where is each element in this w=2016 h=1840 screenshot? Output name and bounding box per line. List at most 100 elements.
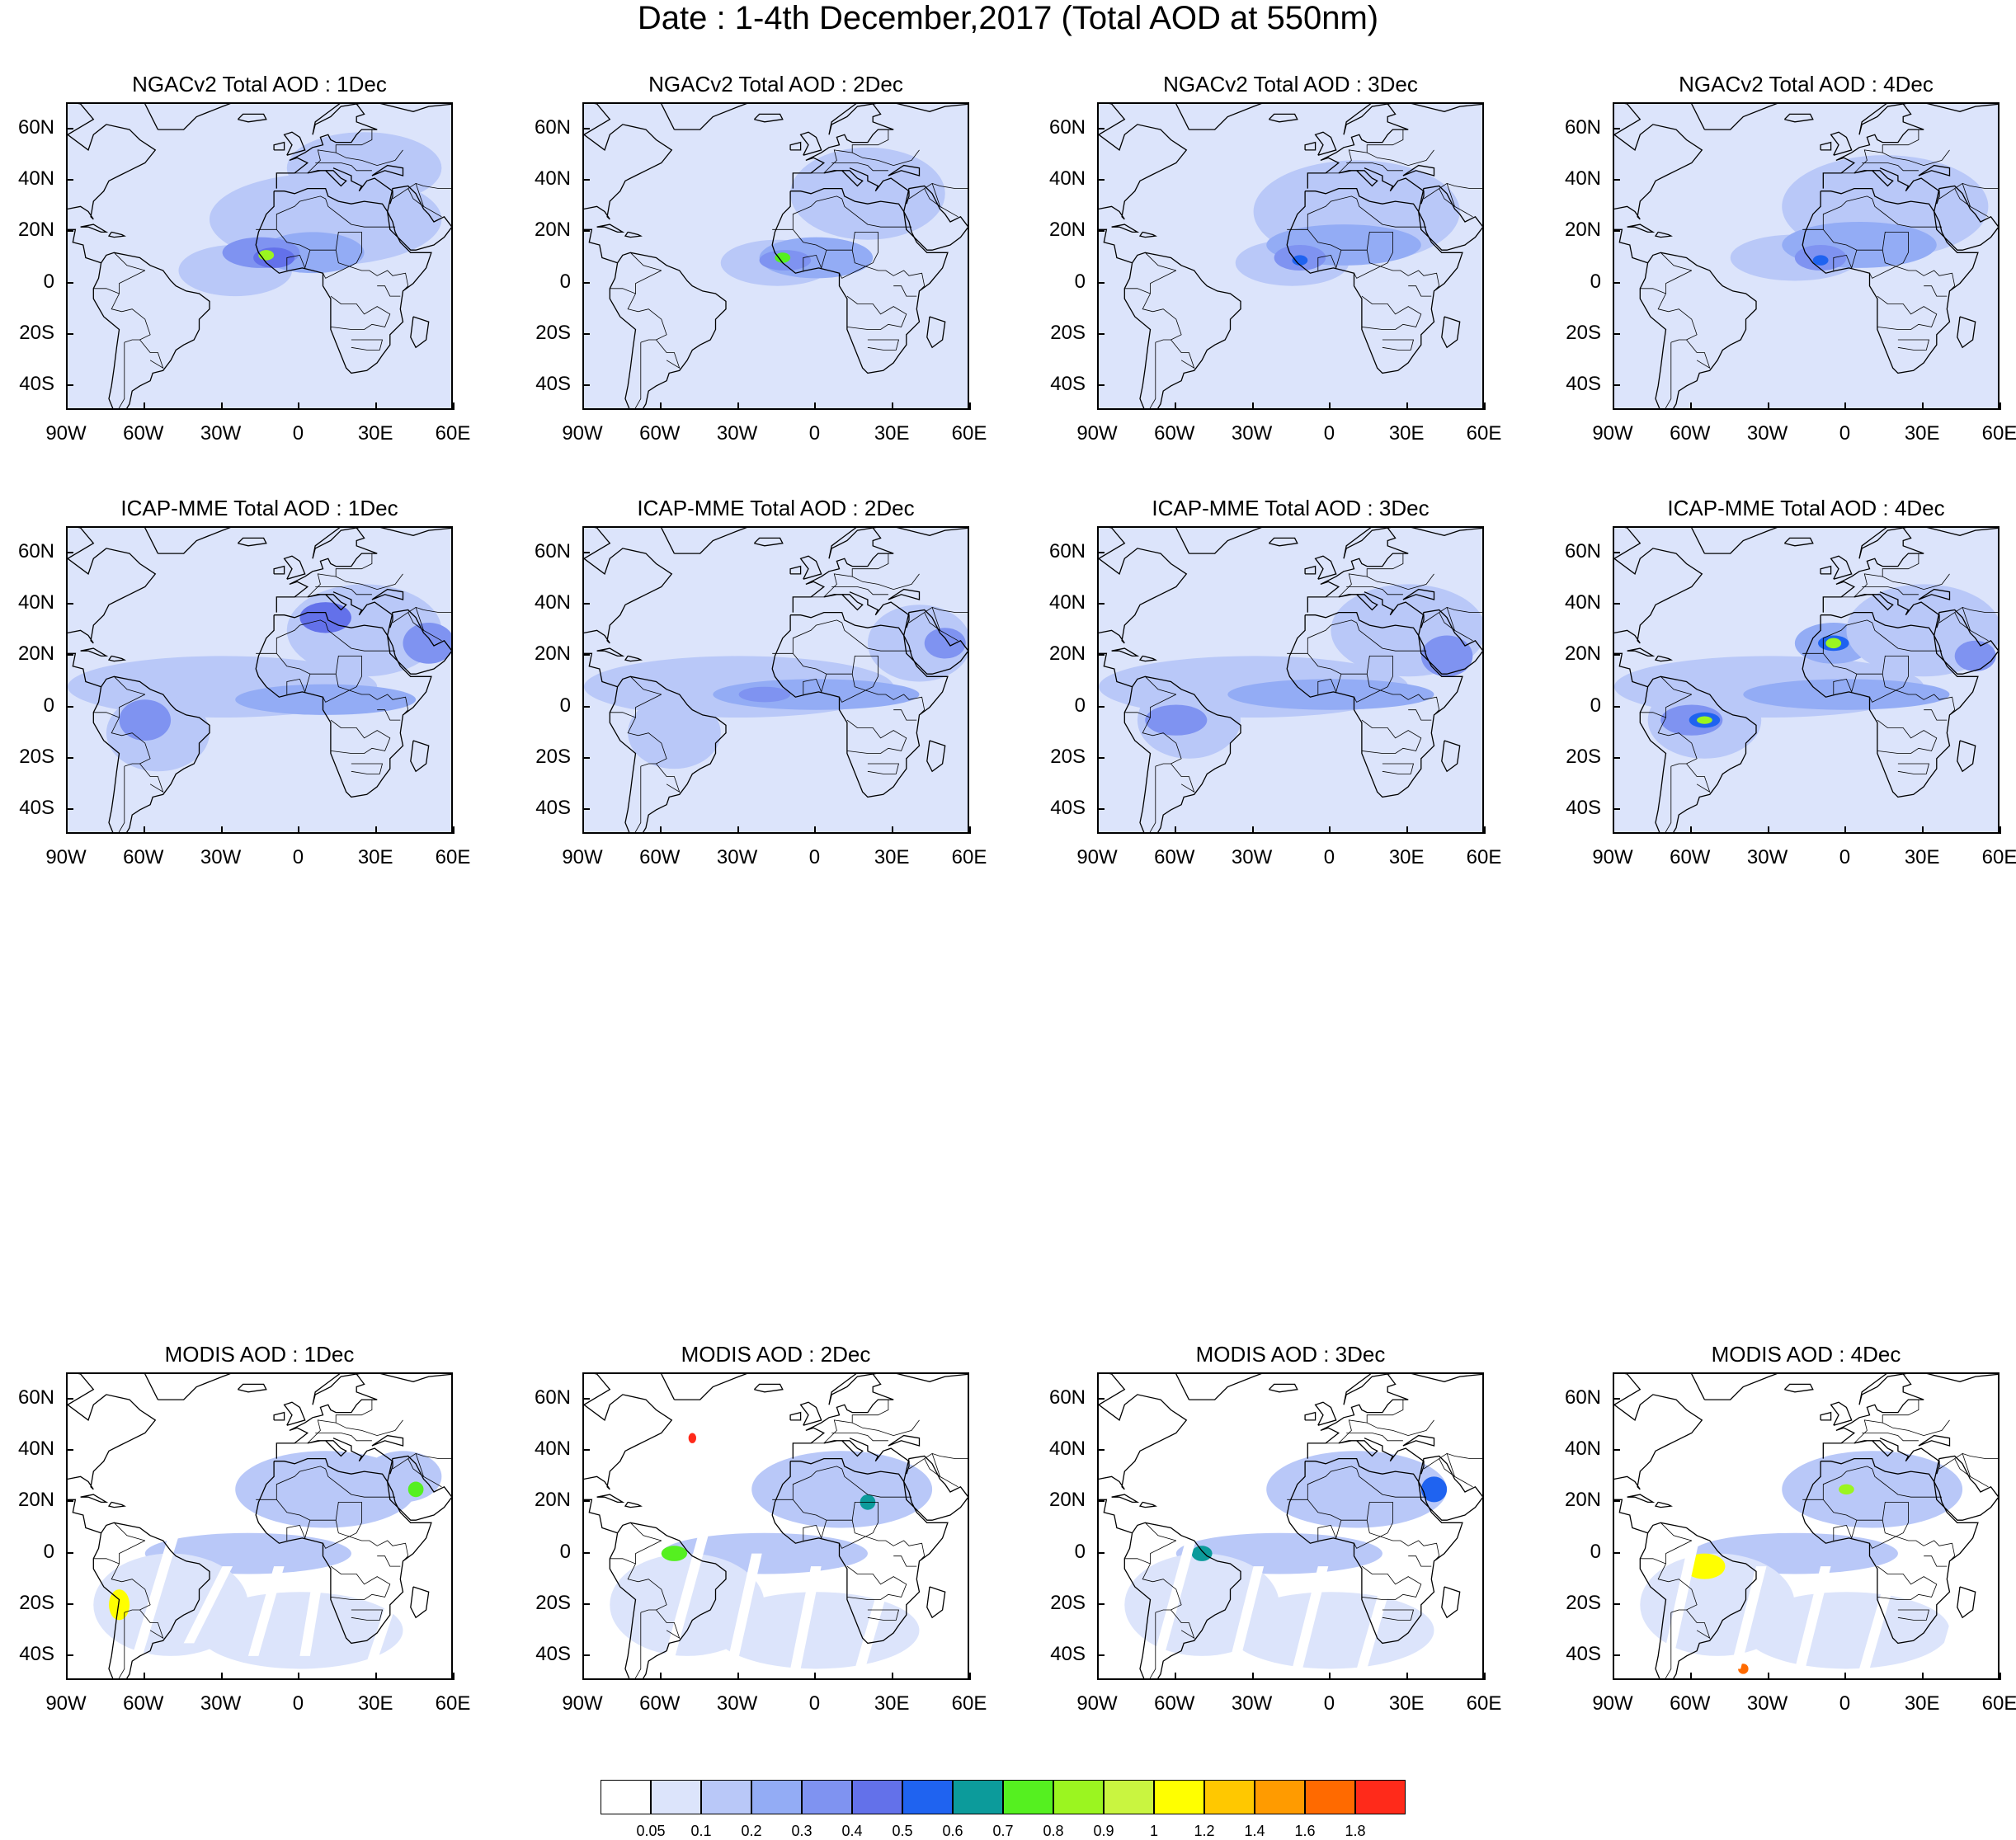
country-border	[1149, 342, 1156, 408]
panel-title: NGACv2 Total AOD : 2Dec	[648, 72, 903, 96]
lon-tick	[1613, 1673, 1614, 1680]
country-border	[407, 188, 424, 207]
aod-field-patch	[924, 628, 966, 659]
colorbar-label: 0.05	[636, 1823, 666, 1839]
country-border	[335, 674, 409, 716]
lat-tick	[66, 128, 73, 130]
lon-tick	[1251, 826, 1254, 834]
lat-tick	[1097, 1551, 1105, 1554]
lon-tick	[220, 826, 223, 834]
colorbar-label: 0.6	[942, 1823, 963, 1839]
lat-tick-label: 0	[1074, 694, 1086, 717]
country-border	[1833, 674, 1858, 694]
country-border	[1366, 553, 1404, 577]
colorbar-label: 1.8	[1345, 1823, 1366, 1839]
country-border	[111, 694, 151, 767]
coastline	[1441, 316, 1461, 349]
lat-tick	[66, 807, 73, 810]
map-panel-modis-3: MODIS AOD : 3Dec 60N 40N 20N 0 20S 40S 90W 60W 30…	[1031, 1341, 1501, 1715]
lat-tick-label: 40N	[1048, 1438, 1086, 1461]
coastline	[276, 528, 451, 613]
country-border	[1686, 339, 1711, 369]
coastline	[1654, 231, 1673, 238]
lon-tick-label: 30W	[716, 846, 758, 868]
lat-tick	[1613, 230, 1620, 233]
country-border	[893, 285, 917, 297]
country-border	[634, 342, 642, 408]
lat-tick-label: 20N	[17, 1489, 54, 1512]
lat-tick-label: 40S	[535, 1642, 571, 1665]
lat-tick	[1613, 1449, 1620, 1452]
coastline	[1304, 565, 1317, 575]
lon-tick-label: 90W	[1076, 1692, 1118, 1715]
lon-tick-label: 60E	[951, 1692, 987, 1715]
aod-map	[584, 104, 968, 408]
colorbar-label: 0.4	[841, 1823, 863, 1839]
aod-field-patch	[688, 1433, 697, 1443]
coastline	[849, 167, 910, 205]
coastline	[1614, 1374, 1703, 1534]
lon-tick-label: 60E	[1466, 846, 1502, 868]
country-border	[1361, 1565, 1422, 1600]
country-border	[1142, 1540, 1182, 1613]
coastline	[312, 1374, 360, 1405]
coastline	[849, 1438, 910, 1475]
satellite-swath-gap	[1356, 1579, 1393, 1669]
lon-tick-label: 0	[1323, 422, 1335, 445]
country-border	[851, 250, 926, 292]
coastline	[584, 528, 673, 688]
lat-tick-label: 40S	[19, 372, 54, 395]
lat-tick-label: 60N	[534, 540, 571, 563]
country-border	[294, 573, 403, 598]
coastline	[1802, 187, 1979, 374]
country-border	[1686, 763, 1711, 793]
lon-tick	[1329, 1673, 1331, 1680]
aod-field-patch	[751, 1451, 933, 1528]
lat-tick-label: 40N	[17, 591, 54, 614]
country-border	[351, 339, 384, 351]
country-border	[1882, 250, 1956, 292]
lon-tick	[1406, 1673, 1409, 1680]
coastline	[1858, 1374, 1907, 1405]
country-border	[1171, 763, 1195, 793]
lat-tick	[66, 179, 73, 181]
lat-tick-label: 20S	[535, 321, 571, 344]
country-border	[1640, 288, 1666, 294]
coastline	[828, 1374, 877, 1405]
colorbar-swatch	[902, 1780, 953, 1814]
lat-tick-label: 20S	[535, 1591, 571, 1614]
country-border	[114, 1522, 145, 1541]
lon-tick	[1689, 1673, 1692, 1680]
lat-tick	[582, 1654, 590, 1656]
lon-tick	[453, 1673, 455, 1680]
lon-tick	[2000, 402, 2001, 410]
country-border	[1802, 228, 1909, 279]
lon-tick	[453, 826, 455, 834]
coastline	[789, 1411, 802, 1421]
map-frame	[582, 526, 969, 834]
lon-tick	[1097, 1673, 1099, 1680]
lat-tick-label: 20N	[1048, 219, 1086, 242]
country-border	[351, 763, 384, 774]
lat-tick-label: 60N	[1564, 1386, 1601, 1409]
country-border	[1366, 250, 1440, 292]
lon-tick	[814, 402, 817, 410]
coastline	[661, 104, 747, 130]
lat-tick	[1613, 552, 1620, 554]
country-border	[627, 694, 667, 767]
country-border	[1938, 1452, 1998, 1470]
lat-tick-label: 40S	[1050, 372, 1086, 395]
country-border	[851, 129, 889, 153]
coastline	[1343, 1374, 1392, 1405]
lat-tick-label: 0	[559, 1540, 571, 1563]
coastline	[1441, 740, 1461, 773]
lon-tick	[1484, 402, 1486, 410]
lon-tick-label: 30W	[200, 846, 242, 868]
country-border	[1317, 1520, 1342, 1541]
country-border	[1171, 1609, 1195, 1640]
aod-field-patch	[1743, 679, 1950, 710]
country-border	[630, 1522, 662, 1541]
coastline	[1268, 113, 1298, 123]
colorbar-swatch	[1154, 1780, 1204, 1814]
coastline	[80, 1494, 109, 1504]
